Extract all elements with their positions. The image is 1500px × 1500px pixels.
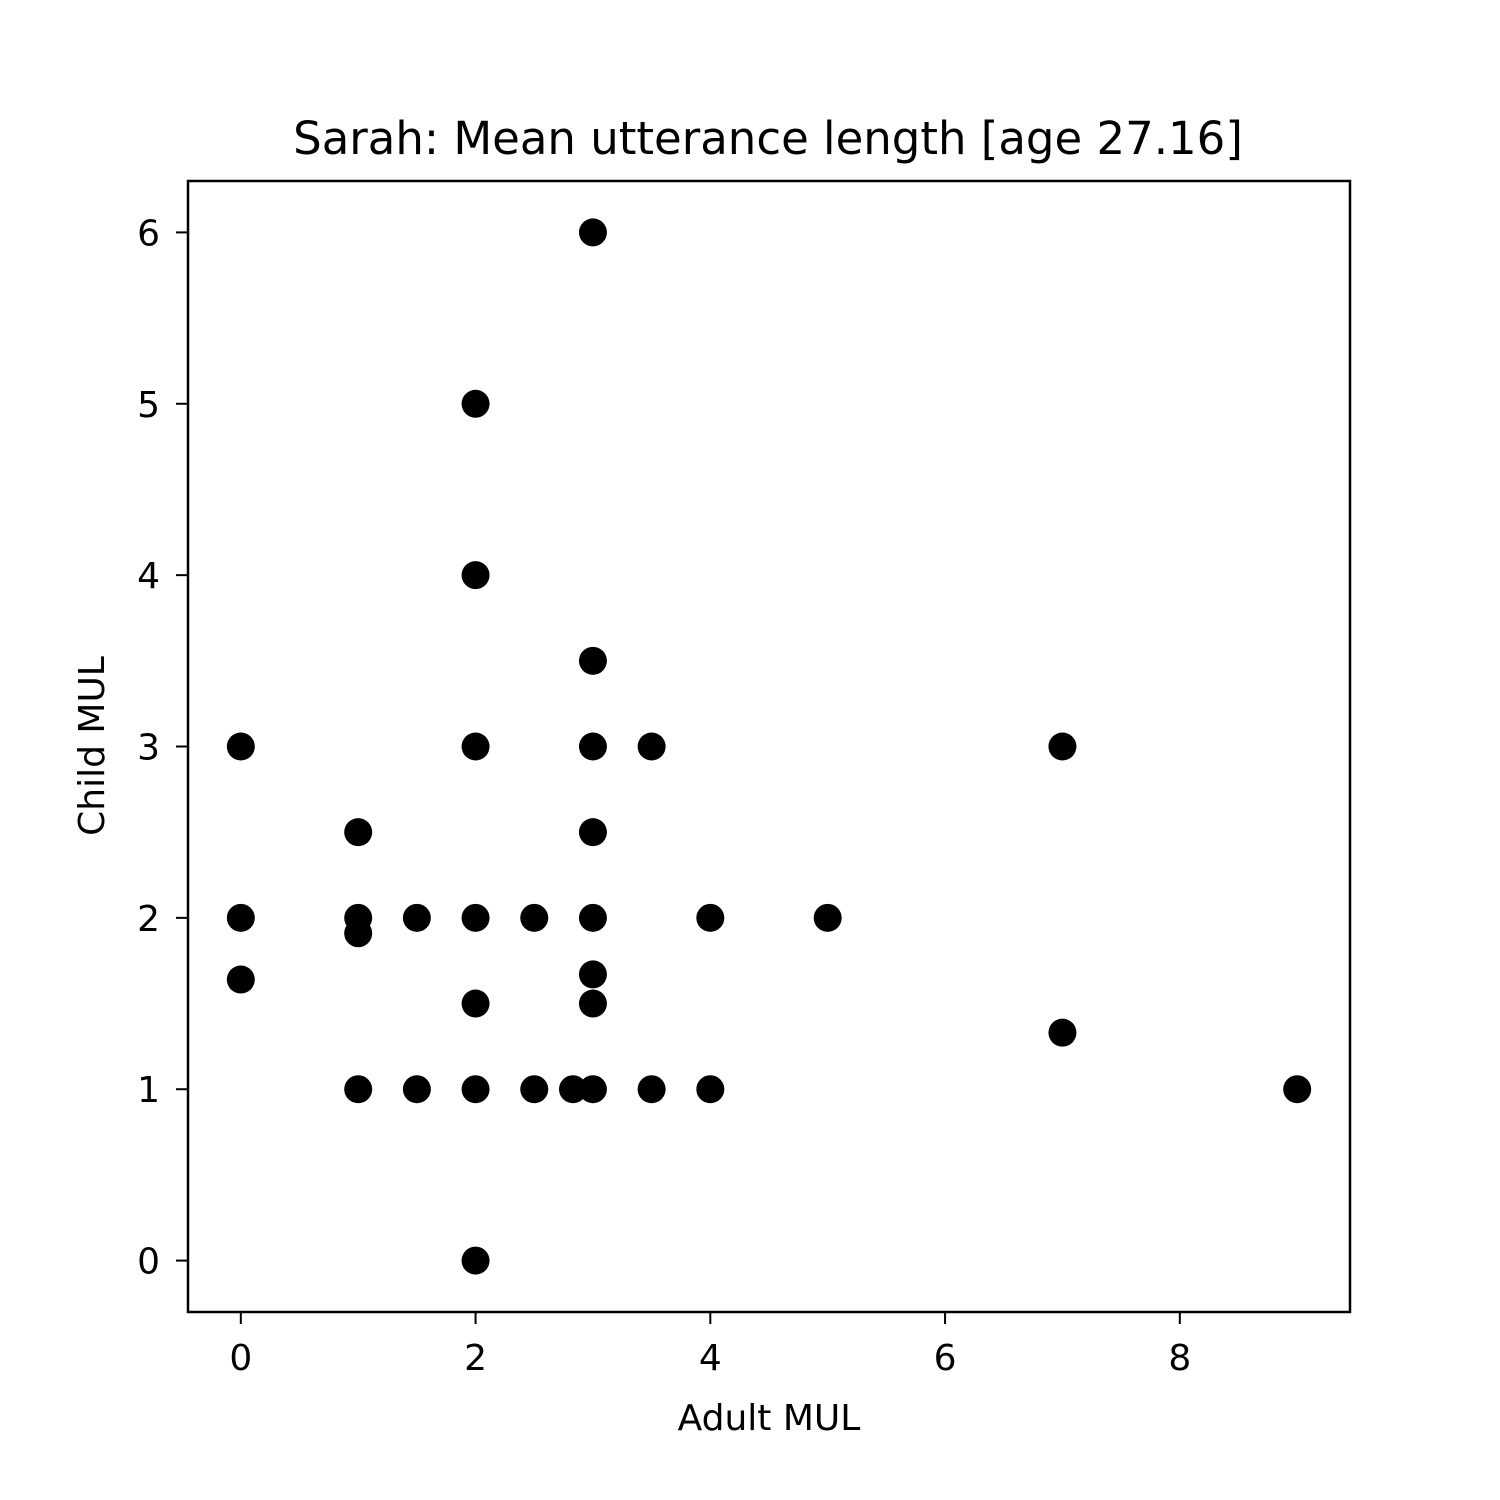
data-point <box>226 903 255 932</box>
x-axis-ticks: 0 2 4 6 8 <box>229 1312 1191 1379</box>
x-tick-label: 4 <box>699 1338 722 1379</box>
data-point <box>637 732 666 761</box>
data-point <box>1283 1075 1312 1104</box>
y-tick-label: 5 <box>137 385 160 426</box>
data-point <box>461 989 490 1018</box>
data-point <box>461 1075 490 1104</box>
data-point <box>461 903 490 932</box>
data-point <box>520 903 549 932</box>
y-axis-ticks: 0 1 2 3 4 5 6 <box>137 213 188 1283</box>
data-point <box>696 1075 725 1104</box>
data-point <box>813 903 842 932</box>
data-point <box>344 919 373 948</box>
data-point <box>558 1075 587 1104</box>
data-point <box>461 561 490 590</box>
data-point <box>578 903 607 932</box>
y-tick-label: 4 <box>137 556 160 597</box>
data-point <box>402 903 431 932</box>
data-point <box>344 1075 373 1104</box>
data-point <box>578 960 607 989</box>
data-point <box>696 903 725 932</box>
x-axis-label: Adult MUL <box>678 1398 861 1439</box>
data-point <box>578 732 607 761</box>
data-point <box>637 1075 666 1104</box>
data-point <box>520 1075 549 1104</box>
data-point <box>226 732 255 761</box>
y-tick-label: 6 <box>137 213 160 254</box>
y-tick-label: 0 <box>137 1242 160 1283</box>
data-point <box>578 1075 607 1104</box>
data-point <box>226 965 255 994</box>
y-tick-label: 1 <box>137 1070 160 1111</box>
data-point <box>578 989 607 1018</box>
y-tick-label: 3 <box>137 728 160 769</box>
chart-title: Sarah: Mean utterance length [age 27.16] <box>293 112 1243 165</box>
data-points <box>226 218 1312 1275</box>
data-point <box>578 218 607 247</box>
y-tick-label: 2 <box>137 899 160 940</box>
data-point <box>461 1246 490 1275</box>
data-point <box>461 732 490 761</box>
y-axis-label: Child MUL <box>72 656 113 836</box>
data-point <box>1048 1018 1077 1047</box>
x-tick-label: 8 <box>1168 1338 1191 1379</box>
x-tick-label: 0 <box>229 1338 252 1379</box>
data-point <box>461 389 490 418</box>
data-point <box>402 1075 431 1104</box>
data-point <box>1048 732 1077 761</box>
x-tick-label: 6 <box>934 1338 957 1379</box>
x-tick-label: 2 <box>464 1338 487 1379</box>
data-point <box>578 818 607 847</box>
plot-area-frame <box>186 179 1352 1314</box>
data-point <box>578 646 607 675</box>
data-point <box>344 818 373 847</box>
